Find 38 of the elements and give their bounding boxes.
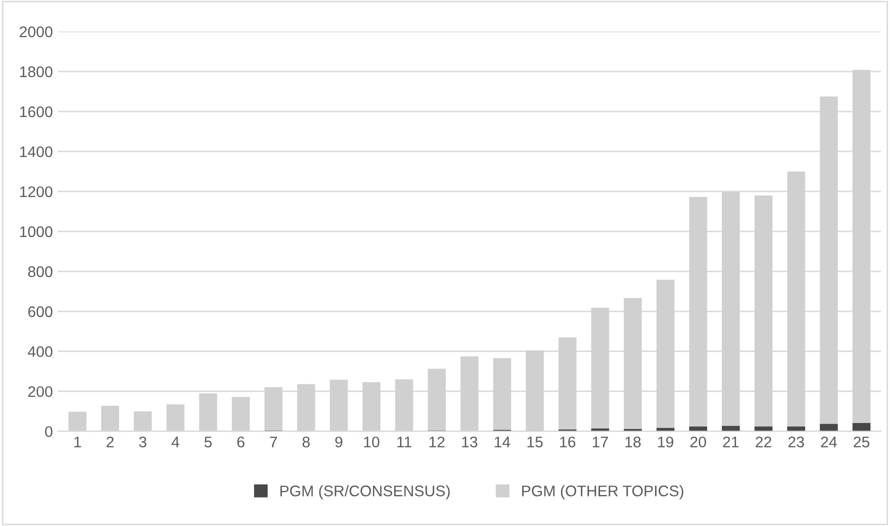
x-tick-label: 24 [821,436,837,448]
x-tick-label: 4 [172,436,180,448]
x-tick-label: 22 [756,436,772,448]
y-tick-label: 1200 [20,186,52,198]
x-tick-label: 14 [494,436,510,448]
x-tick-label: 10 [364,436,380,448]
x-tick-label: 3 [139,436,146,448]
x-tick-label: 12 [429,436,445,448]
x-tick-label: 23 [788,436,804,448]
x-tick-label: 13 [462,436,478,448]
y-tick-label: 1800 [20,66,52,78]
x-tick-label: 16 [560,436,576,448]
x-tick-label: 18 [625,436,641,448]
x-tick-label: 15 [527,436,543,448]
legend-label: PGM (OTHER TOPICS) [522,485,684,500]
x-tick-label: 11 [397,436,412,448]
x-tick-label: 7 [270,436,277,448]
legend-label: PGM (SR/CONSENSUS) [280,485,450,500]
x-tick-label: 19 [658,436,674,448]
y-tick-label: 1600 [20,106,52,118]
y-tick-label: 600 [28,306,52,318]
x-tick-label: 25 [854,436,870,448]
y-tick-label: 2000 [20,26,52,38]
x-tick-label: 8 [302,436,310,448]
y-tick-label: 200 [28,386,52,398]
y-tick-label: 0 [45,426,52,438]
y-tick-label: 1400 [20,146,52,158]
x-tick-label: 20 [690,436,706,448]
x-tick-label: 6 [237,436,244,448]
x-tick-label: 21 [723,436,739,448]
x-tick-label: 5 [204,436,212,448]
y-tick-label: 800 [28,266,52,278]
y-tick-label: 1000 [20,226,52,238]
x-tick-label: 9 [335,436,342,448]
x-tick-label: 17 [592,436,608,448]
x-tick-label: 1 [74,436,81,448]
y-tick-label: 400 [28,346,52,358]
x-tick-label: 2 [106,436,114,448]
